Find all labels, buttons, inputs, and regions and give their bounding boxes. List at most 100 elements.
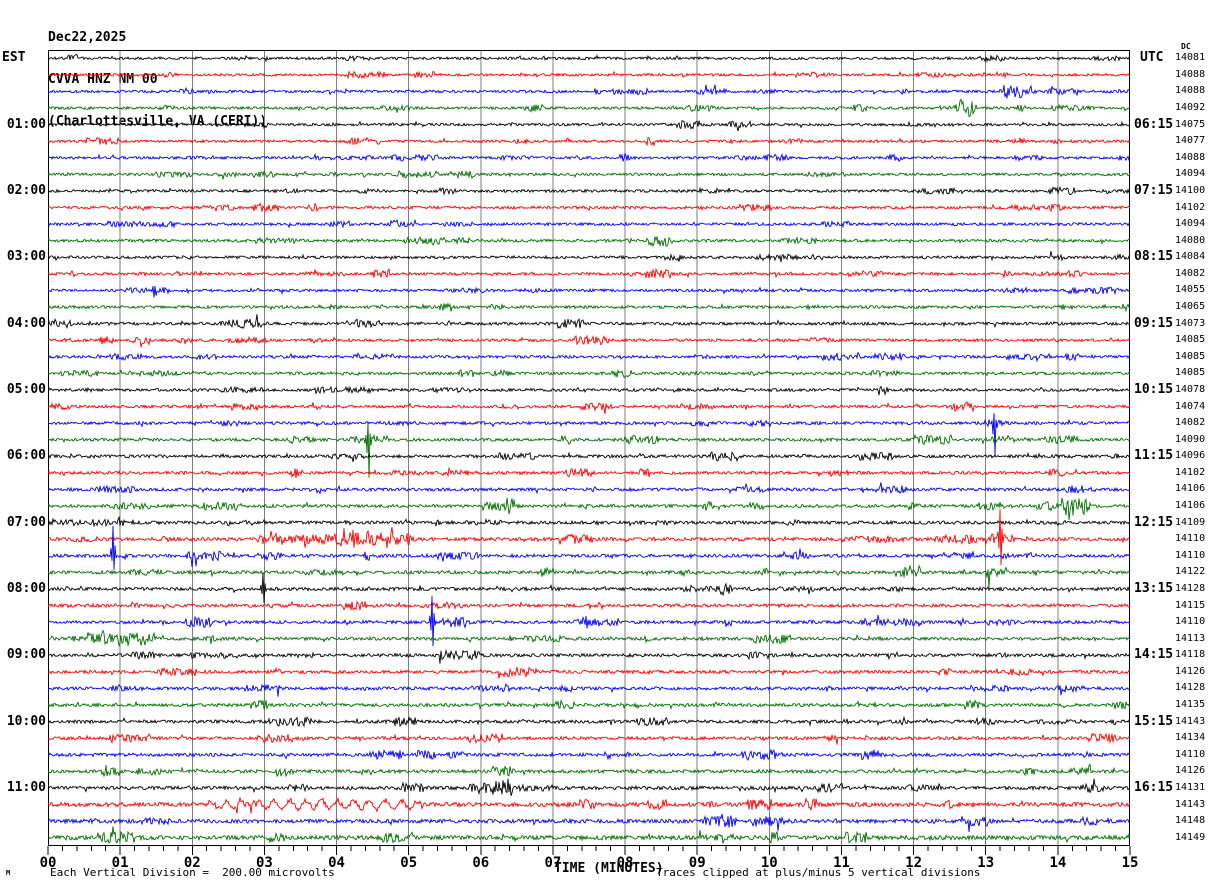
est-hour-label: 01:00	[6, 116, 46, 132]
trace-row	[48, 482, 1130, 495]
dc-value: 14128	[1175, 582, 1206, 594]
x-tick-label: 07	[544, 855, 561, 871]
dc-value: 14110	[1175, 549, 1206, 561]
est-hour-label: 03:00	[6, 249, 46, 265]
dc-value: 14094	[1175, 168, 1206, 180]
trace-row	[48, 98, 1130, 118]
trace-row	[48, 648, 1130, 664]
utc-hour-label: 13:15	[1134, 580, 1174, 596]
utc-hour-label: 08:15	[1134, 249, 1174, 265]
dc-value: 14135	[1175, 699, 1206, 711]
dc-value: 14106	[1175, 483, 1206, 495]
trace-row	[48, 778, 1130, 797]
est-hour-label: 10:00	[6, 713, 46, 729]
trace-row	[48, 715, 1130, 728]
est-axis-header: EST	[2, 50, 26, 65]
trace-row	[48, 763, 1130, 778]
est-hour-label: 06:00	[6, 448, 46, 464]
x-tick-label: 11	[833, 855, 850, 871]
x-axis-title: TIME (MINUTES)	[554, 861, 664, 876]
est-hour-label: 02:00	[6, 182, 46, 198]
dc-value: 14065	[1175, 301, 1206, 313]
scale-note: Each Vertical Division = 200.00 microvol…	[50, 866, 335, 879]
trace-row	[48, 302, 1130, 313]
trace-row	[48, 136, 1130, 147]
x-tick-label: 01	[112, 855, 129, 871]
trace-row	[48, 497, 1130, 520]
trace-row	[48, 286, 1130, 298]
dc-value: 14081	[1175, 52, 1206, 64]
utc-axis-header: UTC	[1140, 50, 1164, 65]
trace-row	[48, 572, 1130, 604]
utc-hour-label: 14:15	[1134, 647, 1174, 663]
trace-row	[48, 186, 1130, 196]
dc-value: 14134	[1175, 732, 1206, 744]
est-hour-label: 09:00	[6, 647, 46, 663]
x-tick-label: 05	[400, 855, 417, 871]
trace-row	[48, 732, 1130, 745]
trace-row	[48, 466, 1130, 479]
trace-row	[48, 235, 1130, 248]
x-tick-label: 04	[328, 855, 345, 871]
dc-value: 14084	[1175, 251, 1206, 263]
trace-row	[48, 515, 1130, 528]
dc-value: 14085	[1175, 367, 1206, 379]
dc-value: 14085	[1175, 350, 1206, 362]
dc-value: 14128	[1175, 682, 1206, 694]
trace-row	[48, 826, 1130, 844]
trace-row	[48, 401, 1130, 415]
trace-row	[48, 666, 1130, 679]
utc-hour-label: 12:15	[1134, 514, 1174, 530]
trace-row	[48, 451, 1130, 463]
dc-value: 14100	[1175, 184, 1206, 196]
x-tick-label: 02	[184, 855, 201, 871]
utc-hour-label: 09:15	[1134, 315, 1174, 331]
trace-row	[48, 600, 1130, 611]
trace-row	[48, 368, 1130, 379]
dc-column-header: DC	[1181, 42, 1191, 51]
trace-row	[48, 84, 1130, 99]
dc-value: 14073	[1175, 317, 1206, 329]
dc-value: 14090	[1175, 433, 1206, 445]
x-tick-label: 10	[761, 855, 778, 871]
trace-row	[48, 385, 1130, 396]
x-tick-label: 15	[1122, 855, 1139, 871]
trace-row	[48, 267, 1130, 280]
dc-value: 14096	[1175, 450, 1206, 462]
trace-row	[48, 813, 1130, 833]
x-tick-label: 06	[472, 855, 489, 871]
trace-row	[48, 596, 1130, 647]
trace-row	[48, 70, 1130, 80]
est-hour-label: 11:00	[6, 779, 46, 795]
dc-value: 14088	[1175, 151, 1206, 163]
trace-row	[48, 421, 1130, 478]
dc-value: 14110	[1175, 616, 1206, 628]
trace-row	[48, 699, 1130, 711]
trace-row	[48, 119, 1130, 132]
dc-value: 14102	[1175, 201, 1206, 213]
dc-value: 14113	[1175, 632, 1206, 644]
dc-value: 14109	[1175, 516, 1206, 528]
dc-value: 14106	[1175, 500, 1206, 512]
utc-hour-label: 06:15	[1134, 116, 1174, 132]
title-date: Dec22,2025	[48, 30, 127, 45]
x-tick-label: 09	[689, 855, 706, 871]
plot-border	[48, 50, 1130, 846]
dc-value: 14143	[1175, 715, 1206, 727]
dc-value: 14110	[1175, 533, 1206, 545]
trace-row	[48, 525, 1130, 570]
dc-value: 14126	[1175, 765, 1206, 777]
trace-row	[48, 251, 1130, 263]
utc-hour-label: 11:15	[1134, 448, 1174, 464]
utc-hour-label: 16:15	[1134, 779, 1174, 795]
trace-row	[48, 152, 1130, 163]
trace-row	[48, 54, 1130, 63]
est-hour-label: 05:00	[6, 381, 46, 397]
trace-row	[48, 748, 1130, 761]
trace-row	[48, 334, 1130, 348]
utc-hour-label: 10:15	[1134, 381, 1174, 397]
x-tick-label: 08	[617, 855, 634, 871]
dc-value: 14102	[1175, 466, 1206, 478]
trace-row	[48, 509, 1130, 566]
